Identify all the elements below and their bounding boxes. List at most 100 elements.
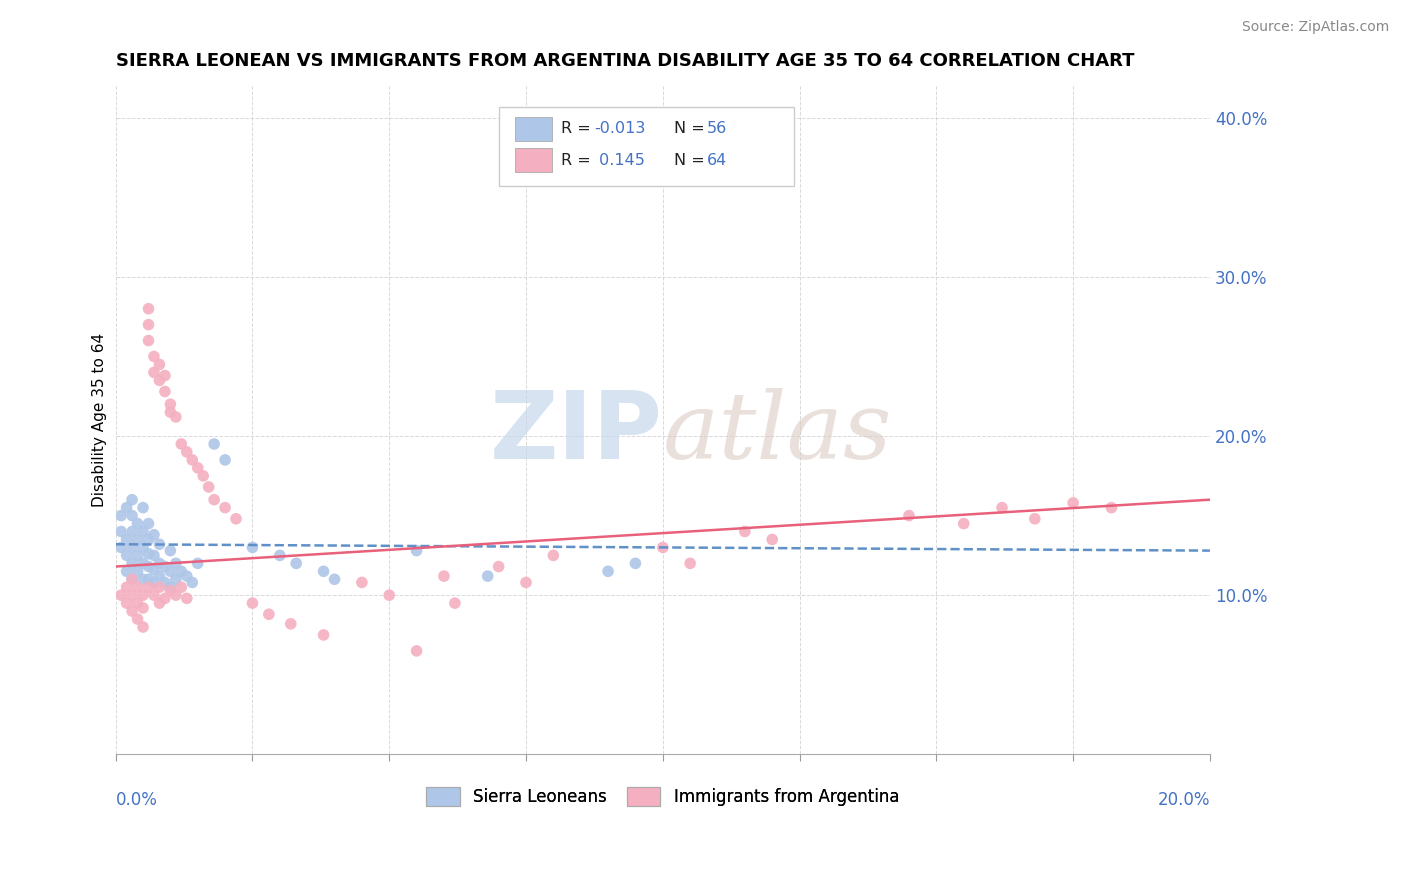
Point [110,508,132,523]
Point [121,541,143,555]
Point [187,461,209,475]
Point [143,575,166,590]
Point [176,569,198,583]
Point [225,512,247,526]
Point [159,397,181,411]
Point [159,543,181,558]
Point [153,384,176,399]
Point [405,543,427,558]
Text: atlas: atlas [662,389,893,478]
FancyBboxPatch shape [499,107,794,186]
Point [1099,500,1122,515]
Point [153,368,176,383]
Point [132,588,155,602]
Point [121,572,143,586]
Point [761,533,783,547]
Point [121,492,143,507]
Point [148,569,170,583]
Point [197,480,219,494]
Point [110,541,132,555]
Text: 56: 56 [707,121,727,136]
Text: SIERRA LEONEAN VS IMMIGRANTS FROM ARGENTINA DISABILITY AGE 35 TO 64 CORRELATION : SIERRA LEONEAN VS IMMIGRANTS FROM ARGENT… [115,53,1135,70]
Point [323,572,346,586]
Point [170,580,193,594]
Point [148,373,170,387]
Point [127,516,149,531]
Point [651,541,673,555]
Point [515,575,537,590]
FancyBboxPatch shape [515,148,553,172]
Point [165,409,187,424]
Point [433,569,456,583]
Point [543,549,565,563]
Point [242,596,264,610]
Point [121,524,143,539]
Point [176,445,198,459]
Point [138,318,160,332]
Text: N =: N = [673,153,710,168]
Text: 0.145: 0.145 [593,153,645,168]
Point [115,580,138,594]
Point [143,549,166,563]
Point [378,588,401,602]
Point [121,604,143,618]
Text: N =: N = [673,121,710,136]
Point [159,564,181,578]
Point [280,616,302,631]
Point [143,365,166,379]
Point [138,301,160,316]
Text: ZIP: ZIP [489,387,662,480]
Point [1062,496,1084,510]
Point [159,580,181,594]
Point [148,580,170,594]
Point [110,588,132,602]
Point [115,549,138,563]
Point [488,559,510,574]
Point [148,537,170,551]
Text: R =: R = [561,153,596,168]
Point [132,541,155,555]
Text: R =: R = [561,121,596,136]
Point [138,572,160,586]
Point [350,575,373,590]
Point [153,559,176,574]
Point [121,588,143,602]
Point [138,516,160,531]
Point [159,583,181,598]
Point [115,564,138,578]
Point [127,596,149,610]
Point [181,453,204,467]
Point [176,591,198,606]
Legend: Sierra Leoneans, Immigrants from Argentina: Sierra Leoneans, Immigrants from Argenti… [420,780,905,813]
Point [898,508,921,523]
Point [165,572,187,586]
Point [121,572,143,586]
Point [257,607,280,622]
Point [127,549,149,563]
Point [952,516,974,531]
Point [202,437,225,451]
Point [143,350,166,364]
Point [153,575,176,590]
Point [115,596,138,610]
Y-axis label: Disability Age 35 to 64: Disability Age 35 to 64 [93,333,107,508]
Point [132,500,155,515]
Point [405,644,427,658]
Point [132,557,155,571]
Point [242,541,264,555]
Point [132,620,155,634]
Text: 20.0%: 20.0% [1157,791,1211,809]
Point [1024,512,1046,526]
Point [132,524,155,539]
Point [138,533,160,547]
Point [138,547,160,561]
Point [132,572,155,586]
Point [170,437,193,451]
Point [153,591,176,606]
Point [991,500,1014,515]
Point [165,557,187,571]
Point [115,533,138,547]
Point [624,557,647,571]
Text: -0.013: -0.013 [593,121,645,136]
Point [159,405,181,419]
